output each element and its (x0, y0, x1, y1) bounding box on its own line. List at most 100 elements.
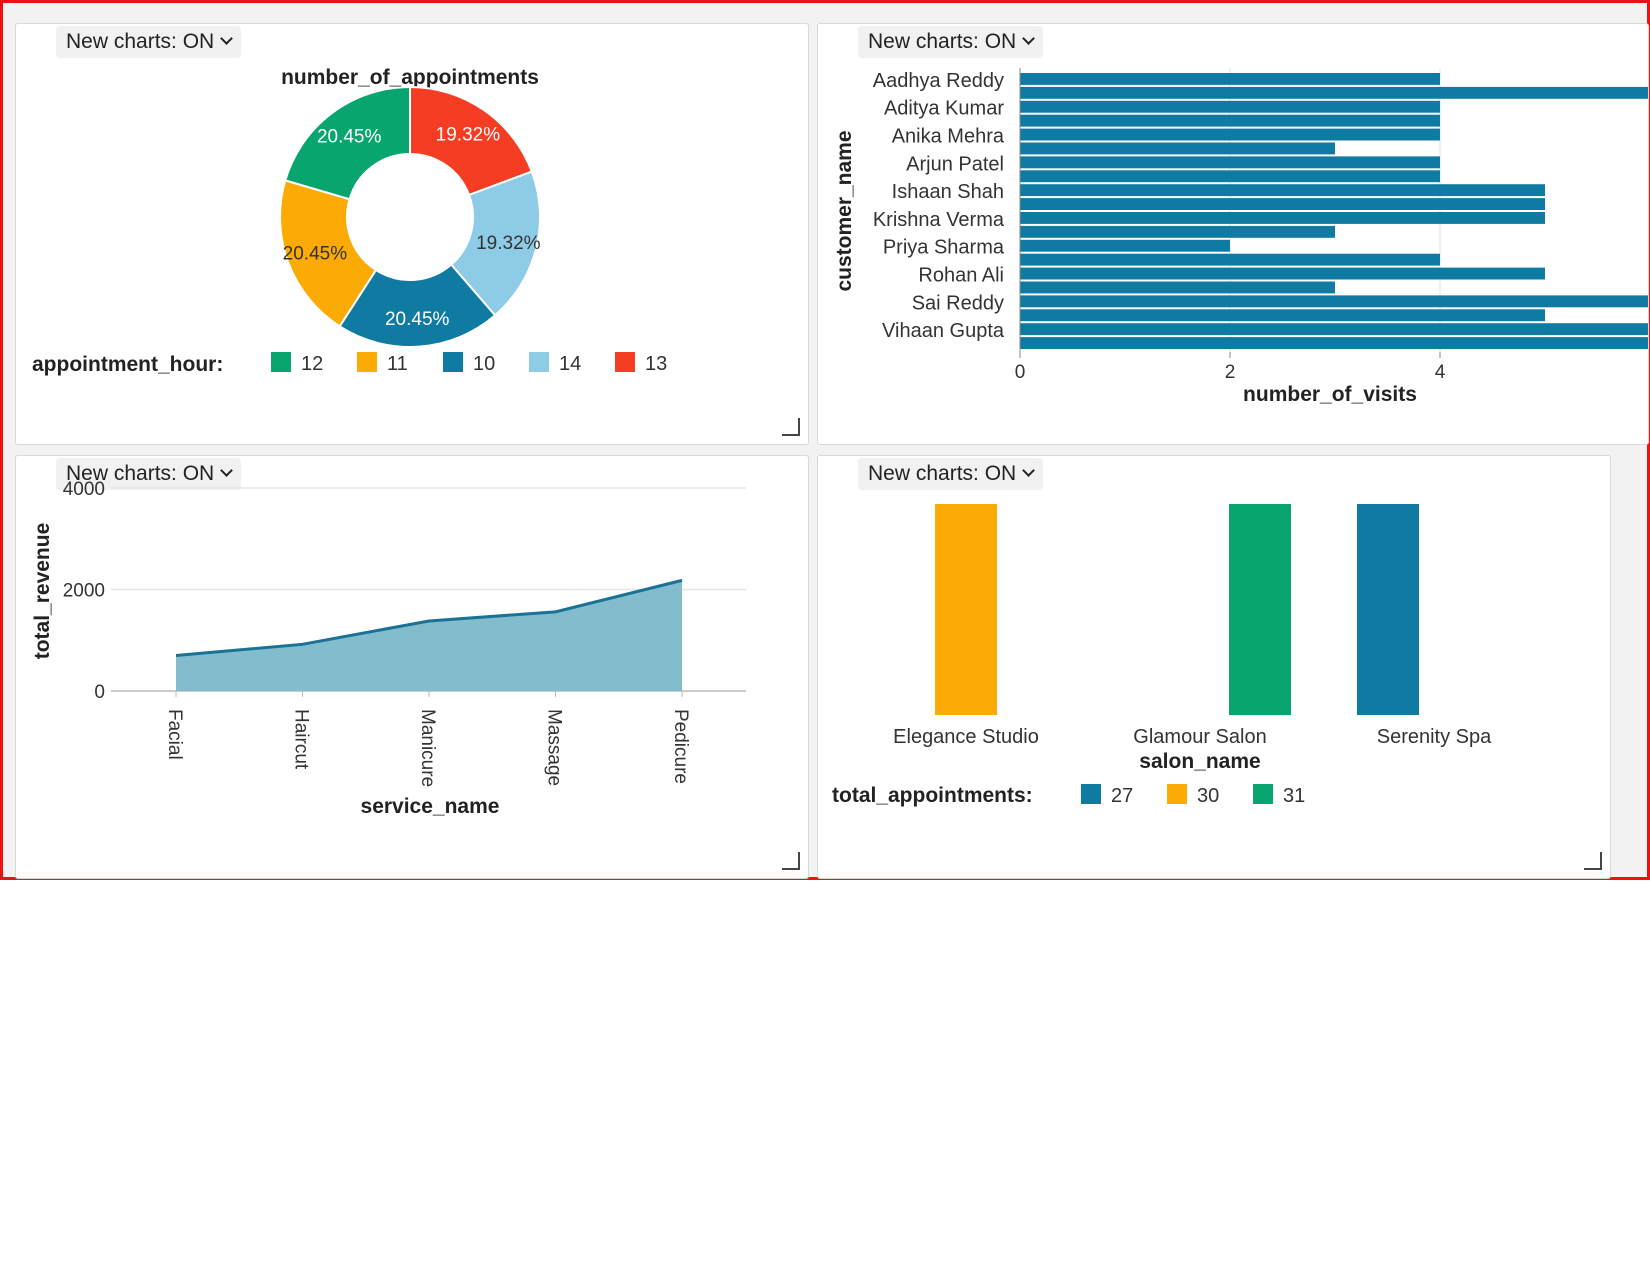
bar (1020, 337, 1648, 349)
new-charts-toggle[interactable]: New charts: ON (858, 26, 1044, 58)
bar (1020, 323, 1648, 336)
x-tick-label: Haircut (291, 709, 312, 770)
slice-label: 19.32% (436, 125, 501, 146)
bar (1020, 225, 1335, 238)
legend-label: 10 (473, 353, 495, 375)
bar (1020, 198, 1545, 210)
legend-label: 31 (1283, 785, 1305, 807)
legend-swatch (357, 352, 377, 372)
x-tick-label: Massage (544, 709, 565, 786)
area-fill (176, 580, 682, 691)
x-axis-label: service_name (361, 795, 500, 818)
y-tick-label: Priya Sharma (883, 237, 1005, 259)
legend-swatch (1081, 784, 1101, 804)
slice-label: 20.45% (317, 127, 382, 148)
legend-label: 30 (1197, 785, 1219, 807)
legend-label: 27 (1111, 785, 1133, 807)
bar (1020, 170, 1440, 183)
y-tick-label: 0 (94, 682, 105, 703)
new-charts-toggle[interactable]: New charts: ON (56, 26, 242, 58)
bar (1020, 100, 1440, 113)
donut-chart-panel: New charts: ON number_of_appointments 19.… (15, 23, 809, 445)
legend-label: 13 (645, 353, 667, 375)
y-tick-label: Rohan Ali (918, 265, 1004, 287)
new-charts-toggle[interactable]: New charts: ON (858, 458, 1044, 490)
legend-label: 12 (301, 353, 323, 375)
bar (1020, 309, 1545, 322)
y-tick-label: Aditya Kumar (884, 98, 1004, 120)
y-tick-label: 4000 (63, 479, 105, 500)
dashboard-frame: New charts: ON number_of_appointments 19.… (0, 0, 1650, 880)
y-tick-label: Ishaan Shah (892, 181, 1004, 203)
toggle-label: New charts: ON (868, 30, 1017, 53)
bar (1020, 156, 1440, 169)
new-charts-toggle[interactable]: New charts: ON (56, 458, 242, 490)
bar (1020, 142, 1335, 155)
area-line (175, 578, 683, 657)
bar (1020, 239, 1230, 252)
legend-label: 14 (559, 353, 581, 375)
x-tick-label: Elegance Studio (893, 726, 1039, 748)
x-tick-label: 0 (1015, 362, 1026, 383)
x-tick-label: Manicure (417, 709, 438, 787)
y-tick-label: Arjun Patel (906, 153, 1004, 175)
bar (1020, 267, 1545, 280)
y-axis-label: total_revenue (31, 523, 54, 660)
y-axis-label: customer_name (833, 130, 856, 291)
x-axis-label: number_of_visits (1243, 383, 1417, 406)
bar (1020, 253, 1440, 266)
x-tick-label: Pedicure (670, 709, 691, 784)
legend-swatch (1167, 784, 1187, 804)
donut-slice-12 (284, 85, 411, 201)
bar (1020, 114, 1440, 127)
horizontal-bar-chart-panel: New charts: ON Aadhya Reddy Aditya Kumar A… (817, 23, 1649, 445)
area-chart-panel: New charts: ON 0 2000 4000 Facial Haircut Man… (15, 455, 809, 879)
slice-label: 20.45% (385, 309, 450, 330)
resize-handle-icon[interactable] (782, 418, 800, 436)
vertical-bar-chart: Elegance Studio Glamour Salon Serenity Spa… (832, 504, 1492, 807)
legend-swatch (529, 352, 549, 372)
y-tick-label: Sai Reddy (912, 292, 1004, 314)
y-tick-label: 2000 (63, 581, 105, 602)
bar (1020, 86, 1648, 99)
y-tick-label: Vihaan Gupta (882, 320, 1005, 342)
bar (1229, 504, 1291, 715)
chart-title: number_of_appointments (281, 66, 539, 89)
donut-slice-14 (449, 170, 541, 317)
x-tick-label: Glamour Salon (1133, 726, 1266, 748)
y-tick-label: Krishna Verma (873, 209, 1005, 231)
donut-chart: number_of_appointments 19.32% 19.32% 20.45%… (32, 66, 667, 376)
legend-title: appointment_hour: (32, 353, 223, 376)
slice-label: 19.32% (476, 233, 541, 254)
y-tick-label: Aadhya Reddy (873, 70, 1004, 92)
toggle-label: New charts: ON (66, 462, 215, 485)
bar (1020, 212, 1545, 224)
x-tick-label: 2 (1225, 362, 1236, 383)
resize-handle-icon[interactable] (782, 852, 800, 870)
x-tick-label: Serenity Spa (1377, 726, 1492, 748)
legend-swatch (443, 352, 463, 372)
vertical-bar-chart-panel: New charts: ON Elegance Studio Glamour Sa… (817, 455, 1611, 879)
bar (1020, 73, 1440, 85)
bar (1020, 128, 1440, 141)
toggle-label: New charts: ON (66, 30, 215, 53)
legend-title: total_appointments: (832, 784, 1033, 807)
x-tick-label: Facial (164, 709, 185, 760)
legend-swatch (271, 352, 291, 372)
donut-slice-11 (279, 179, 378, 328)
slice-label: 20.45% (283, 243, 348, 264)
resize-handle-icon[interactable] (1584, 852, 1602, 870)
bar (1357, 504, 1419, 715)
bar (935, 504, 997, 715)
bar (1020, 281, 1335, 294)
y-tick-label: Anika Mehra (892, 126, 1005, 148)
toggle-label: New charts: ON (868, 462, 1017, 485)
area-chart: 0 2000 4000 Facial Haircut Manicure Massage Ped… (31, 479, 746, 818)
donut-slice-10 (338, 263, 497, 348)
legend-swatch (615, 352, 635, 372)
bar (1020, 295, 1648, 308)
x-tick-label: 4 (1435, 362, 1446, 383)
legend-label: 11 (387, 353, 408, 375)
donut-slice-13 (409, 85, 534, 197)
horizontal-bar-chart: Aadhya Reddy Aditya Kumar Anika Mehra Arjun… (833, 68, 1648, 406)
